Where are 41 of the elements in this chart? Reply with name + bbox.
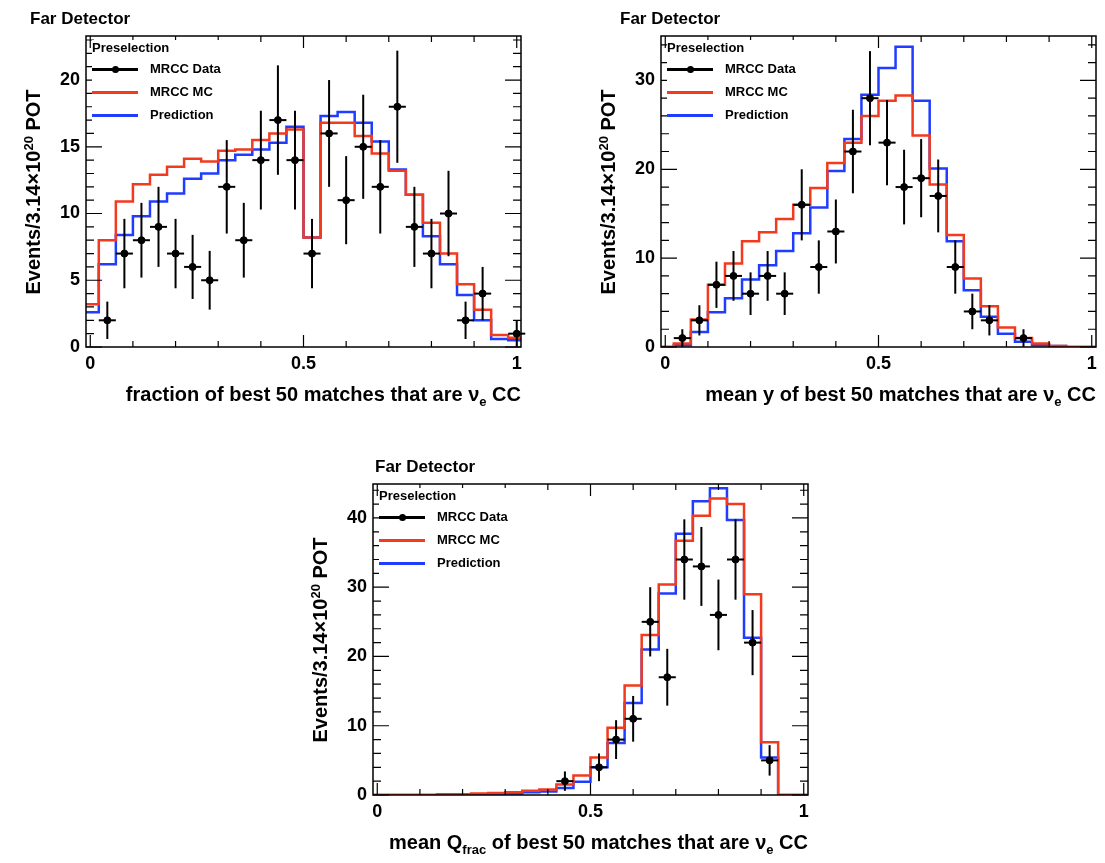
- y-tick-label: 5: [69, 269, 80, 290]
- legend-title: Preselection: [667, 40, 746, 55]
- y-tick-label: 20: [634, 158, 655, 179]
- x-tick-label: 0.5: [290, 352, 317, 373]
- y-tick-label: 20: [346, 645, 367, 666]
- legend-label: MRCC Data: [150, 61, 221, 76]
- y-tick-label: 15: [59, 135, 80, 156]
- y-tick-label: 30: [346, 576, 367, 597]
- y-tick-label: 10: [346, 714, 367, 735]
- x-tick-label: 0: [372, 800, 383, 821]
- x-tick-label: 0: [85, 352, 96, 373]
- y-tick-label: 20: [59, 69, 80, 90]
- legend-label: Prediction: [437, 555, 501, 570]
- legend-label: Prediction: [150, 107, 214, 122]
- chart-title: Far Detector: [30, 9, 131, 29]
- x-tick-label: 1: [798, 800, 809, 821]
- chart-title: Far Detector: [620, 9, 721, 29]
- y-tick-label: 40: [346, 506, 367, 527]
- y-tick-label: 10: [634, 247, 655, 268]
- legend-title: Preselection: [379, 488, 458, 503]
- y-tick-label: 10: [59, 202, 80, 223]
- x-tick-label: 0.5: [577, 800, 604, 821]
- legend-label: Prediction: [725, 107, 789, 122]
- x-tick-label: 1: [511, 352, 522, 373]
- x-tick-label: 0: [660, 352, 671, 373]
- legend-label: MRCC Data: [437, 509, 508, 524]
- x-axis-title: mean Q$_{frac}$ of best 50 matches that are ν$_{e}$ CC: [388, 831, 808, 857]
- legend-label: MRCC Data: [725, 61, 796, 76]
- y-tick-label: 0: [644, 335, 655, 356]
- x-tick-label: 0.5: [865, 352, 892, 373]
- chart-title: Far Detector: [375, 457, 476, 477]
- x-axis-title: mean y of best 50 matches that are ν$_{e}$ CC: [705, 383, 1096, 409]
- x-axis-title: fraction of best 50 matches that are ν$_{e}$ CC: [125, 383, 521, 409]
- y-tick-label: 0: [356, 783, 367, 804]
- legend-label: MRCC MC: [725, 84, 788, 99]
- legend-label: MRCC MC: [437, 532, 500, 547]
- legend-title: Preselection: [92, 40, 171, 55]
- y-tick-label: 0: [69, 335, 80, 356]
- x-tick-label: 1: [1086, 352, 1097, 373]
- legend-label: MRCC MC: [150, 84, 213, 99]
- y-tick-label: 30: [634, 69, 655, 90]
